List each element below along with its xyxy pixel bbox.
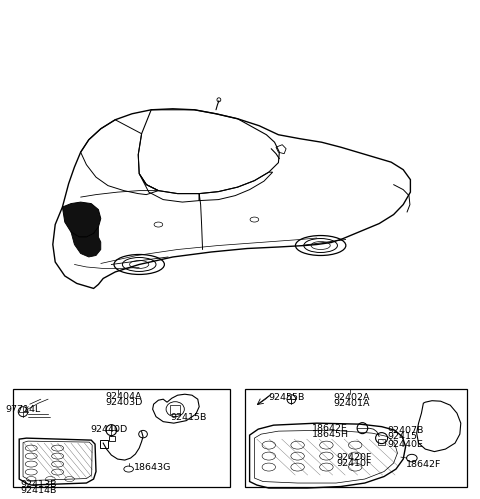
Text: 92440D: 92440D <box>90 425 128 434</box>
Text: 97714L: 97714L <box>6 405 41 414</box>
Text: 18642F: 18642F <box>406 460 441 469</box>
Bar <box>100 440 108 448</box>
Text: 92415B: 92415B <box>170 413 207 422</box>
Text: 92403D: 92403D <box>106 398 143 407</box>
Text: 92415: 92415 <box>388 432 418 441</box>
Text: 92455B: 92455B <box>269 393 305 402</box>
Text: 92404A: 92404A <box>106 392 142 401</box>
Text: 18645H: 18645H <box>312 430 349 439</box>
Bar <box>378 439 385 445</box>
Bar <box>13 389 230 487</box>
Text: 92440E: 92440E <box>388 440 424 449</box>
Text: 92407B: 92407B <box>388 426 424 435</box>
Text: 92402A: 92402A <box>334 393 370 402</box>
Text: 92414B: 92414B <box>20 486 57 495</box>
Text: 18642E: 18642E <box>312 424 348 433</box>
Polygon shape <box>62 202 101 237</box>
Bar <box>170 405 180 414</box>
Text: 92413B: 92413B <box>20 480 57 489</box>
Text: 92410F: 92410F <box>336 459 372 468</box>
Polygon shape <box>71 227 101 257</box>
Bar <box>109 436 115 441</box>
Text: 18643G: 18643G <box>133 463 171 472</box>
Text: 92401A: 92401A <box>334 399 370 408</box>
Text: 92420F: 92420F <box>336 453 372 462</box>
Bar <box>245 389 467 487</box>
